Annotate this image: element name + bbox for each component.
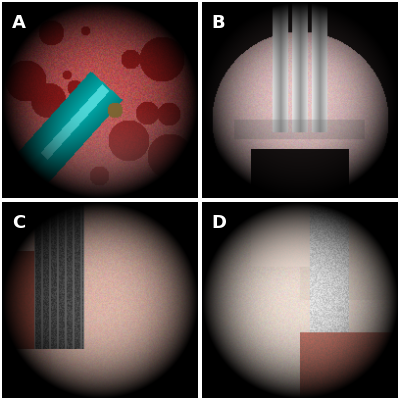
Text: B: B [212,14,226,32]
Text: C: C [12,214,25,232]
Text: D: D [212,214,227,232]
Text: A: A [12,14,26,32]
